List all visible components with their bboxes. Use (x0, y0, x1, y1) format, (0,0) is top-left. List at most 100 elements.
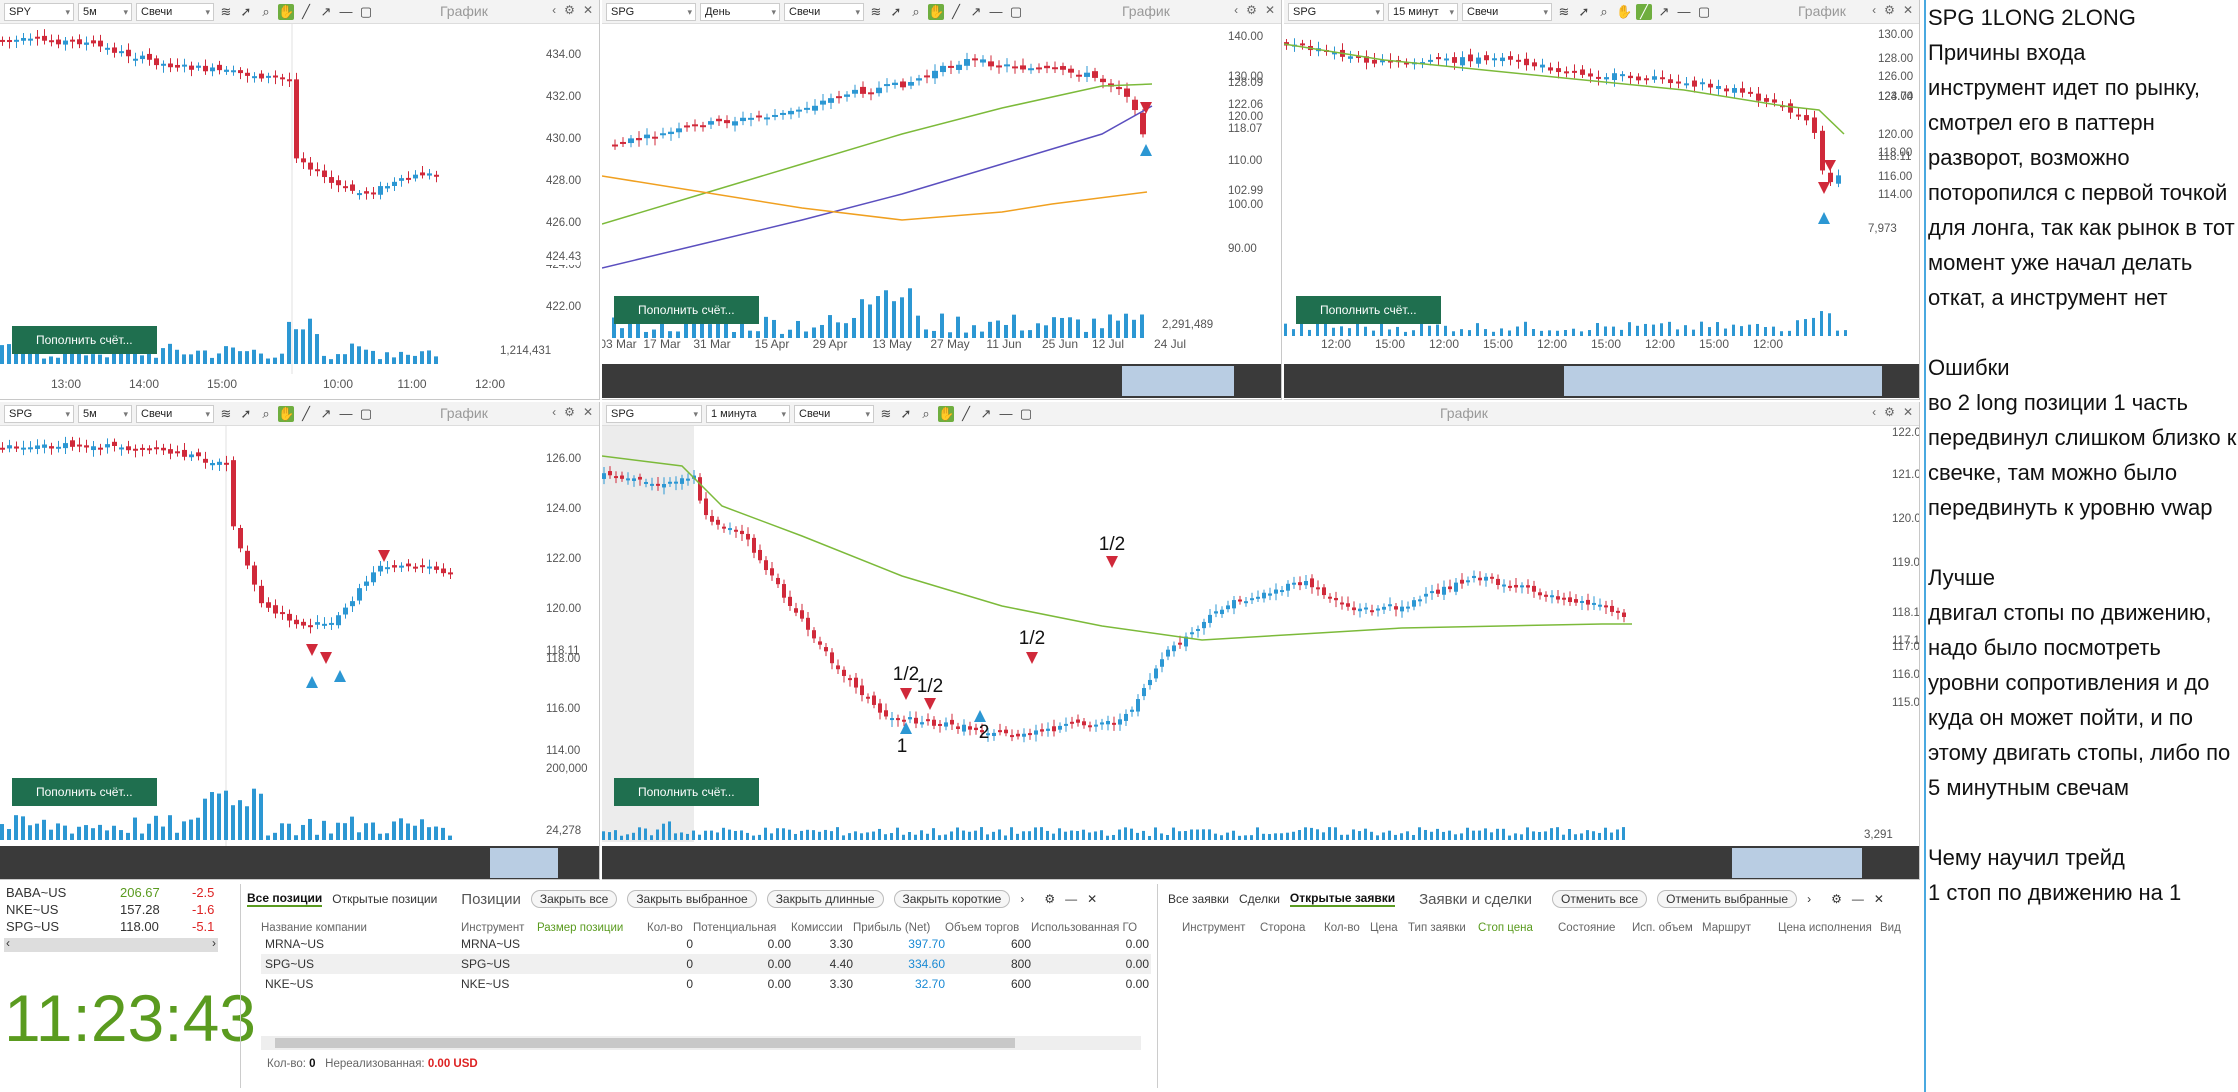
cancel-all-button[interactable]: Отменить все (1552, 890, 1648, 908)
table-row[interactable]: MRNA~US MRNA~US 0 0.00 3.30 397.70 600 0… (265, 937, 1149, 951)
navigator-bar[interactable] (602, 846, 1919, 879)
hand-icon[interactable]: ✋ (278, 3, 295, 20)
indicators-icon[interactable]: ≋ (1558, 3, 1570, 19)
close-icon[interactable]: ✕ (1087, 892, 1098, 906)
indicators-icon[interactable]: ≋ (870, 3, 882, 19)
navigator-bar[interactable] (0, 846, 599, 879)
hand-icon[interactable]: ✋ (928, 3, 945, 20)
close-all-button[interactable]: Закрыть все (530, 890, 618, 908)
indicators-icon[interactable]: ≋ (220, 405, 232, 421)
navigator-bar[interactable] (602, 364, 1281, 398)
chart-area[interactable]: 130.00 128.00 126.00 124.00 120.00 118.00 116.… (1284, 24, 1919, 399)
interval-select[interactable]: 5м (78, 2, 132, 21)
settings-icon[interactable]: ⚙ (1044, 892, 1056, 906)
hline-icon[interactable]: — (999, 406, 1013, 421)
chart-panel-spg-5m[interactable]: SPG 5м Свечи ≋ ➚ ⌕ ✋ ╱ ↗ — ▢ График ‹⚙✕ … (0, 402, 600, 880)
rect-icon[interactable]: ▢ (1697, 3, 1711, 19)
symbol-select[interactable]: SPG (4, 404, 74, 423)
hline-icon[interactable]: — (989, 4, 1003, 19)
cursor-icon[interactable]: ➚ (890, 3, 902, 19)
watchlist-row[interactable]: BABA~US 206.67 -2.5 (6, 885, 215, 900)
back-icon[interactable]: ‹ (552, 3, 557, 17)
line-icon[interactable]: ╱ (302, 3, 310, 19)
rect-icon[interactable]: ▢ (1009, 3, 1023, 19)
tab-all-positions[interactable]: Все позиции (247, 891, 323, 907)
close-icon[interactable]: ✕ (1902, 3, 1913, 17)
back-icon[interactable]: ‹ (552, 405, 557, 419)
chart-type-select[interactable]: Свечи (794, 404, 874, 423)
symbol-select[interactable]: SPG (606, 404, 702, 423)
hline-icon[interactable]: — (339, 406, 353, 421)
interval-select[interactable]: 1 минута (706, 404, 790, 423)
chart-area[interactable]: 434.00432.00430.00428.00426.00424.00422.… (0, 24, 599, 399)
close-short-button[interactable]: Закрыть короткие (893, 890, 1011, 908)
settings-icon[interactable]: ⚙ (564, 3, 575, 17)
settings-icon[interactable]: ⚙ (1246, 3, 1257, 17)
hand-icon[interactable]: ✋ (938, 405, 955, 422)
cursor-icon[interactable]: ➚ (240, 3, 252, 19)
close-icon[interactable]: ✕ (1902, 405, 1913, 419)
chart-type-select[interactable]: Свечи (136, 404, 214, 423)
settings-icon[interactable]: ⚙ (1884, 3, 1895, 17)
hand-icon[interactable]: ✋ (278, 405, 295, 422)
chart-type-select[interactable]: Свечи (136, 2, 214, 21)
hline-icon[interactable]: — (339, 4, 353, 19)
close-icon[interactable]: ✕ (582, 3, 593, 17)
minimize-icon[interactable]: — (1065, 892, 1078, 906)
tab-open-orders[interactable]: Открытые заявки (1289, 891, 1396, 907)
rect-icon[interactable]: ▢ (359, 3, 373, 19)
close-selected-button[interactable]: Закрыть выбранное (627, 890, 757, 908)
chart-area[interactable]: 1/21/21/21/212122.00121.00120.00119.0011… (602, 426, 1919, 879)
back-icon[interactable]: ‹ (1872, 3, 1877, 17)
symbol-select[interactable]: SPY (4, 2, 74, 21)
rect-icon[interactable]: ▢ (1019, 405, 1033, 421)
cursor-icon[interactable]: ➚ (1578, 3, 1590, 19)
navigator-bar[interactable] (1284, 364, 1919, 398)
settings-icon[interactable]: ⚙ (1831, 892, 1842, 906)
close-icon[interactable]: ✕ (1873, 892, 1884, 906)
topup-button[interactable]: Пополнить счёт... (614, 778, 759, 806)
indicators-icon[interactable]: ≋ (220, 3, 232, 19)
close-icon[interactable]: ✕ (1264, 3, 1275, 17)
arrow-icon[interactable]: ↗ (1658, 3, 1670, 19)
table-row[interactable]: SPG~US SPG~US 0 0.00 4.40 334.60 800 0.0… (261, 954, 1151, 974)
arrow-icon[interactable]: ↗ (320, 3, 332, 19)
topup-button[interactable]: Пополнить счёт... (1296, 296, 1441, 324)
arrow-icon[interactable]: ↗ (970, 3, 982, 19)
chart-area[interactable]: 126.00 124.00 122.00 120.00 118.00 116.00 114.… (0, 426, 599, 879)
chart-panel-spg-15m[interactable]: SPG 15 минут Свечи ≋ ➚ ⌕ ✋ ╱ ↗ — ▢ Графи… (1284, 0, 1920, 400)
settings-icon[interactable]: ⚙ (1884, 405, 1895, 419)
table-row[interactable]: NKE~US NKE~US 0 0.00 3.30 32.70 600 0.00 (265, 977, 1149, 991)
more-icon[interactable]: › (1807, 892, 1812, 906)
line-icon[interactable]: ╱ (302, 405, 310, 421)
minimize-icon[interactable]: — (1851, 892, 1864, 906)
chart-panel-spg-1m[interactable]: SPG 1 минута Свечи ≋ ➚ ⌕ ✋ ╱ ↗ — ▢ Графи… (602, 402, 1920, 880)
back-icon[interactable]: ‹ (1234, 3, 1239, 17)
tab-open-positions[interactable]: Открытые позиции (332, 892, 438, 906)
settings-icon[interactable]: ⚙ (564, 405, 575, 419)
chart-panel-spg-day[interactable]: SPG День Свечи ≋ ➚ ⌕ ✋ ╱ ↗ — ▢ График ‹ ⚙… (602, 0, 1282, 400)
indicators-icon[interactable]: ≋ (880, 405, 892, 421)
zoom-icon[interactable]: ⌕ (912, 3, 920, 19)
rect-icon[interactable]: ▢ (359, 405, 373, 421)
tab-all-orders[interactable]: Все заявки (1168, 892, 1230, 906)
cancel-selected-button[interactable]: Отменить выбранные (1657, 890, 1798, 908)
hline-icon[interactable]: — (1677, 4, 1691, 19)
arrow-icon[interactable]: ↗ (980, 405, 992, 421)
hand-icon[interactable]: ✋ (1616, 3, 1633, 19)
line-icon[interactable]: ╱ (1636, 3, 1652, 20)
symbol-select[interactable]: SPG (1288, 2, 1384, 21)
tab-trades[interactable]: Сделки (1239, 892, 1280, 906)
watchlist-row[interactable]: NKE~US 157.28 -1.6 (6, 902, 215, 917)
line-icon[interactable]: ╱ (952, 3, 960, 19)
more-icon[interactable]: › (1020, 892, 1025, 906)
topup-button[interactable]: Пополнить счёт... (614, 296, 759, 324)
cursor-icon[interactable]: ➚ (240, 405, 252, 421)
topup-button[interactable]: Пополнить счёт... (12, 326, 157, 354)
interval-select[interactable]: День (700, 2, 780, 21)
cursor-icon[interactable]: ➚ (900, 405, 912, 421)
chart-type-select[interactable]: Свечи (784, 2, 864, 21)
symbol-select[interactable]: SPG (606, 2, 696, 21)
zoom-icon[interactable]: ⌕ (262, 405, 270, 421)
chart-panel-spy[interactable]: SPY 5м Свечи ≋ ➚ ⌕ ✋ ╱ ↗ — ▢ График ‹⚙✕ … (0, 0, 600, 400)
